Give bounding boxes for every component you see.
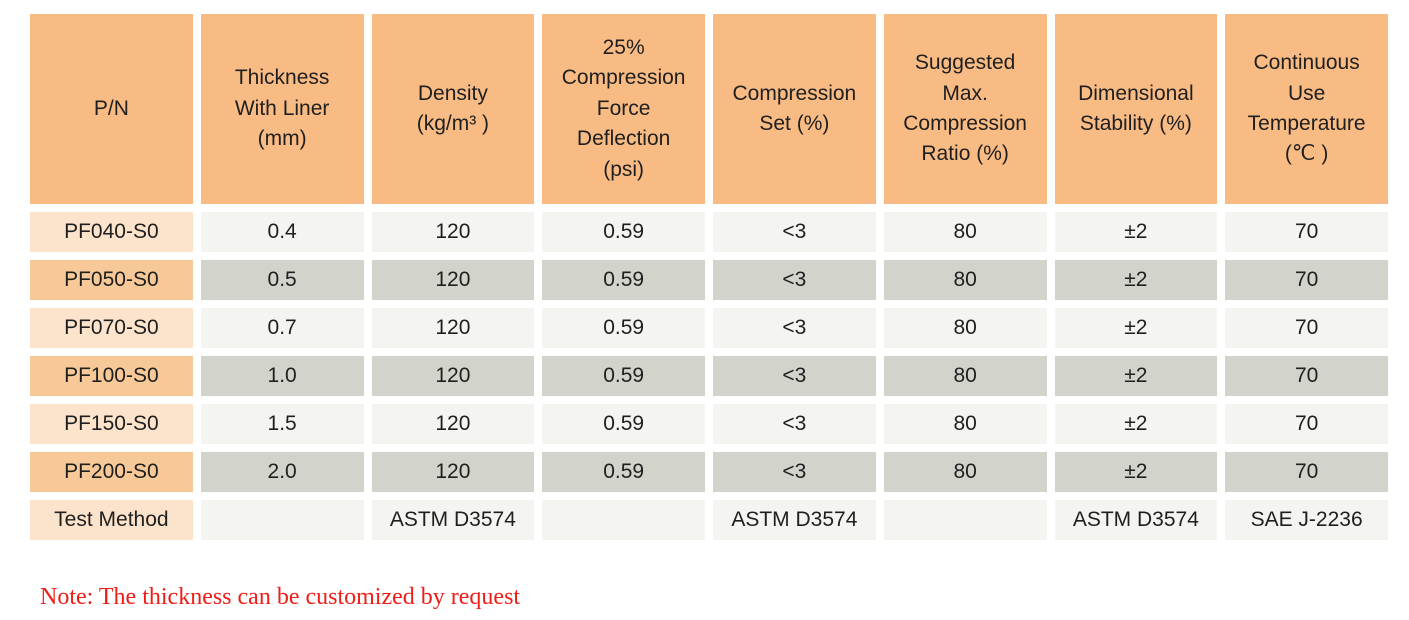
- spec-table-header: P/N Thickness With Liner (mm) Density (k…: [30, 14, 1388, 204]
- cell: <3: [713, 212, 876, 252]
- cell: 70: [1225, 356, 1388, 396]
- table-row: PF040-S0 0.4 120 0.59 <3 80 ±2 70: [30, 212, 1388, 252]
- cell: <3: [713, 260, 876, 300]
- cell: 120: [371, 404, 535, 444]
- column-header-compression-set: Compression Set (%): [713, 14, 876, 204]
- row-header-cell: PF200-S0: [30, 452, 193, 492]
- cell: 70: [1225, 452, 1388, 492]
- cell: ±2: [1054, 404, 1218, 444]
- cell: [200, 500, 364, 540]
- spec-table-body: PF040-S0 0.4 120 0.59 <3 80 ±2 70 PF050-…: [30, 212, 1388, 540]
- cell: 80: [883, 404, 1047, 444]
- cell: 1.0: [200, 356, 364, 396]
- cell: 0.59: [542, 356, 705, 396]
- cell: ASTM D3574: [713, 500, 876, 540]
- cell: 120: [371, 452, 535, 492]
- cell: <3: [713, 452, 876, 492]
- cell: 120: [371, 308, 535, 348]
- cell: <3: [713, 404, 876, 444]
- table-row: PF100-S0 1.0 120 0.59 <3 80 ±2 70: [30, 356, 1388, 396]
- note-text: Note: The thickness can be customized by…: [40, 584, 521, 610]
- cell: <3: [713, 356, 876, 396]
- cell: 0.59: [542, 452, 705, 492]
- cell: 70: [1225, 260, 1388, 300]
- cell: 120: [371, 356, 535, 396]
- cell: ASTM D3574: [371, 500, 535, 540]
- cell: 80: [883, 212, 1047, 252]
- cell: 80: [883, 308, 1047, 348]
- cell: 0.7: [200, 308, 364, 348]
- cell: [542, 500, 705, 540]
- cell: ±2: [1054, 452, 1218, 492]
- row-header-cell: PF040-S0: [30, 212, 193, 252]
- cell: ±2: [1054, 260, 1218, 300]
- cell: 70: [1225, 308, 1388, 348]
- column-header-thickness: Thickness With Liner (mm): [200, 14, 364, 204]
- cell: 0.59: [542, 404, 705, 444]
- column-header-compression-force-deflection: 25% Compression Force Deflection (psi): [542, 14, 705, 204]
- table-row: PF070-S0 0.7 120 0.59 <3 80 ±2 70: [30, 308, 1388, 348]
- cell: 120: [371, 212, 535, 252]
- datasheet-page: P/N Thickness With Liner (mm) Density (k…: [0, 6, 1409, 620]
- cell: ±2: [1054, 356, 1218, 396]
- row-header-cell: Test Method: [30, 500, 193, 540]
- column-header-dimensional-stability: Dimensional Stability (%): [1054, 14, 1218, 204]
- column-header-continuous-use-temperature: Continuous Use Temperature (℃ ): [1225, 14, 1388, 204]
- row-header-cell: PF100-S0: [30, 356, 193, 396]
- table-row-test-method: Test Method ASTM D3574 ASTM D3574 ASTM D…: [30, 500, 1388, 540]
- cell: ASTM D3574: [1054, 500, 1218, 540]
- row-header-cell: PF050-S0: [30, 260, 193, 300]
- cell: 2.0: [200, 452, 364, 492]
- cell: 0.59: [542, 212, 705, 252]
- cell: SAE J-2236: [1225, 500, 1388, 540]
- cell: <3: [713, 308, 876, 348]
- table-row: PF150-S0 1.5 120 0.59 <3 80 ±2 70: [30, 404, 1388, 444]
- cell: [883, 500, 1047, 540]
- cell: 0.4: [200, 212, 364, 252]
- header-row: P/N Thickness With Liner (mm) Density (k…: [30, 14, 1388, 204]
- cell: 120: [371, 260, 535, 300]
- cell: ±2: [1054, 308, 1218, 348]
- cell: 80: [883, 356, 1047, 396]
- cell: 0.59: [542, 260, 705, 300]
- column-header-density: Density (kg/m³ ): [371, 14, 535, 204]
- cell: 80: [883, 260, 1047, 300]
- cell: 1.5: [200, 404, 364, 444]
- cell: 0.5: [200, 260, 364, 300]
- table-row: PF200-S0 2.0 120 0.59 <3 80 ±2 70: [30, 452, 1388, 492]
- cell: ±2: [1054, 212, 1218, 252]
- cell: 70: [1225, 212, 1388, 252]
- cell: 0.59: [542, 308, 705, 348]
- table-row: PF050-S0 0.5 120 0.59 <3 80 ±2 70: [30, 260, 1388, 300]
- row-header-cell: PF070-S0: [30, 308, 193, 348]
- row-header-cell: PF150-S0: [30, 404, 193, 444]
- column-header-pn: P/N: [30, 14, 193, 204]
- column-header-max-compression-ratio: Suggested Max. Compression Ratio (%): [883, 14, 1047, 204]
- cell: 80: [883, 452, 1047, 492]
- spec-table: P/N Thickness With Liner (mm) Density (k…: [22, 6, 1396, 548]
- cell: 70: [1225, 404, 1388, 444]
